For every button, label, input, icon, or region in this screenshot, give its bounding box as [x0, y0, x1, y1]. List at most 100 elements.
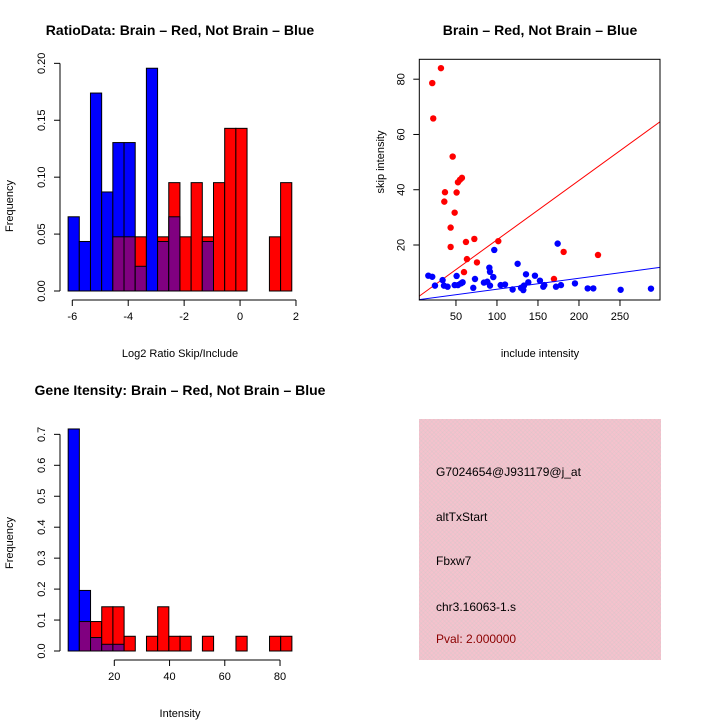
- point-not-brain: [522, 271, 530, 278]
- point-not-brain: [486, 282, 494, 289]
- point-brain: [453, 189, 460, 196]
- y-tick-label: 0.6: [36, 458, 48, 473]
- bar-overlap: [101, 643, 114, 652]
- gene-name: Fbxw7: [436, 554, 472, 568]
- plot-box: [418, 58, 661, 301]
- bar-overlap: [168, 216, 181, 292]
- probe-id: G7024654@J931179@j_at: [436, 465, 581, 479]
- point-not-brain: [429, 273, 436, 280]
- point-not-brain: [557, 281, 565, 289]
- point-not-brain: [531, 272, 539, 279]
- bar-not-brain: [89, 92, 103, 292]
- chart-title: RatioData: Brain – Red, Not Brain – Blue: [46, 22, 315, 38]
- x-tick-label: -2: [179, 311, 189, 323]
- point-not-brain: [647, 285, 655, 292]
- bar-brain: [280, 635, 293, 652]
- point-not-brain: [453, 272, 460, 280]
- intensity-scatter: 50 100 150 200 250 20 40 60 80 Brain – Red, Not B…: [375, 22, 661, 360]
- point-not-brain: [536, 277, 544, 284]
- bar-not-brain: [145, 67, 159, 292]
- ratio-histogram: 0.00 0.05 0.10 0.15 0.20 -6 -4 -2 0 2 RatioData: B…: [4, 22, 314, 360]
- y-tick-label: 0.00: [36, 280, 48, 301]
- pval: Pval: 2.000000: [436, 632, 517, 646]
- point-not-brain: [617, 286, 624, 293]
- info-panel: G7024654@J931179@j_at altTxStart Fbxw7 c…: [419, 419, 661, 660]
- x-tick-label: 80: [274, 671, 286, 683]
- point-brain: [437, 64, 445, 72]
- point-brain: [449, 153, 456, 160]
- chart-title: Brain – Red, Not Brain – Blue: [443, 22, 638, 38]
- bar-brain: [179, 635, 192, 652]
- point-not-brain: [571, 280, 579, 287]
- point-brain: [441, 189, 449, 196]
- bar-brain: [235, 127, 248, 292]
- point-not-brain: [584, 285, 591, 292]
- y-tick-label: 0.2: [36, 581, 48, 596]
- x-tick-label: 40: [163, 671, 175, 683]
- bar-brain: [280, 182, 293, 292]
- y-axis-label: Frequency: [4, 180, 16, 232]
- y-tick-label: 40: [395, 184, 407, 196]
- bar-brain: [224, 127, 237, 292]
- point-brain: [430, 115, 437, 122]
- bar-overlap: [90, 637, 103, 652]
- x-axis-label: include intensity: [501, 348, 580, 360]
- x-tick-label: 2: [293, 311, 299, 323]
- bar-overlap: [201, 240, 214, 292]
- point-not-brain: [525, 279, 532, 286]
- point-not-brain: [431, 282, 439, 289]
- location: chr3.16063-1.s: [436, 600, 517, 614]
- bar-brain: [190, 182, 203, 292]
- y-axis-label: Frequency: [4, 517, 16, 569]
- bar-brain: [235, 635, 248, 652]
- y-tick-label: 0.05: [36, 223, 48, 244]
- y-tick-label: 80: [395, 73, 407, 85]
- bar-brain: [201, 635, 215, 652]
- x-tick-label: 0: [237, 311, 243, 323]
- x-tick-label: 250: [611, 311, 629, 323]
- y-tick-label: 0.3: [36, 551, 48, 566]
- y-tick-label: 0.1: [36, 612, 48, 627]
- bar-brain: [145, 635, 159, 652]
- point-not-brain: [552, 283, 560, 290]
- point-brain: [451, 209, 458, 216]
- bar-brain: [179, 236, 192, 292]
- x-tick-label: 150: [529, 311, 547, 323]
- x-axis-label: Intensity: [160, 708, 201, 720]
- bar-overlap: [112, 643, 125, 652]
- gene-intensity-histogram: 0.0 0.1 0.2 0.3 0.4 0.5 0.6 0.7 20 40 60 80 Gene Ite…: [4, 382, 326, 720]
- point-brain: [560, 248, 567, 256]
- bar-brain: [212, 182, 226, 292]
- point-not-brain: [590, 285, 597, 292]
- x-tick-label: 100: [488, 311, 506, 323]
- y-tick-label: 0.15: [36, 110, 48, 131]
- bar-brain: [269, 635, 282, 652]
- y-tick-label: 0.20: [36, 53, 48, 74]
- bar-brain: [168, 635, 181, 652]
- y-tick-label: 0.7: [36, 427, 48, 442]
- y-tick-label: 0.5: [36, 489, 48, 504]
- point-brain: [550, 275, 558, 283]
- point-not-brain: [491, 246, 498, 254]
- chart-title: Gene Itensity: Brain – Red, Not Brain – …: [35, 382, 326, 398]
- point-brain: [594, 251, 602, 259]
- point-not-brain: [459, 279, 466, 286]
- point-not-brain: [554, 240, 561, 247]
- x-tick-label: 200: [570, 311, 588, 323]
- point-not-brain: [486, 268, 494, 276]
- point-brain: [462, 238, 470, 246]
- point-brain: [454, 179, 462, 186]
- bar-brain: [157, 606, 170, 652]
- point-not-brain: [470, 284, 477, 292]
- point-brain: [447, 224, 454, 231]
- bar-brain: [268, 236, 282, 292]
- point-brain: [460, 268, 468, 276]
- point-not-brain: [509, 286, 516, 293]
- point-brain: [447, 243, 454, 251]
- y-tick-label: 0.0: [36, 643, 48, 658]
- bar-overlap: [112, 236, 125, 292]
- y-tick-label: 60: [395, 128, 407, 140]
- point-not-brain: [471, 275, 479, 283]
- point-not-brain: [501, 281, 509, 288]
- x-axis-label: Log2 Ratio Skip/Include: [122, 348, 238, 360]
